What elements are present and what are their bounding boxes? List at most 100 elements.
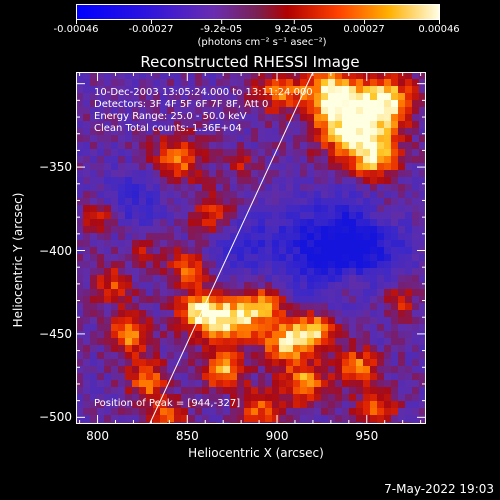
heatmap-cell [216, 156, 224, 164]
heatmap-cell [349, 212, 357, 220]
heatmap-cell [139, 268, 147, 276]
heatmap-cell [174, 352, 182, 360]
heatmap-cell [405, 142, 413, 150]
heatmap-cell [209, 408, 217, 416]
heatmap-cell [132, 352, 140, 360]
heatmap-cell [146, 401, 154, 409]
heatmap-cell [146, 86, 154, 94]
heatmap-cell [272, 93, 280, 101]
heatmap-cell [202, 100, 210, 108]
heatmap-cell [230, 142, 238, 150]
heatmap-cell [181, 233, 189, 241]
heatmap-cell [412, 310, 420, 318]
heatmap-cell [377, 163, 385, 171]
heatmap-cell [209, 156, 217, 164]
heatmap-cell [230, 275, 238, 283]
heatmap-cell [342, 100, 350, 108]
heatmap-cell [419, 401, 426, 409]
heatmap-cell [139, 387, 147, 395]
heatmap-cell [286, 380, 294, 388]
heatmap-cell [349, 331, 357, 339]
heatmap-cell [90, 254, 98, 262]
heatmap-cell [111, 163, 119, 171]
heatmap-cell [314, 107, 322, 115]
heatmap-cell [342, 177, 350, 185]
heatmap-cell [174, 303, 182, 311]
heatmap-cell [321, 282, 329, 290]
heatmap-cell [174, 219, 182, 227]
heatmap-cell [419, 268, 426, 276]
heatmap-cell [293, 212, 301, 220]
heatmap-cell [293, 191, 301, 199]
heatmap-cell [307, 247, 315, 255]
heatmap-cell [398, 205, 406, 213]
heatmap-cell [398, 338, 406, 346]
heatmap-cell [251, 198, 259, 206]
heatmap-cell [132, 212, 140, 220]
heatmap-cell [174, 331, 182, 339]
timestamp: 7-May-2022 19:03 [384, 482, 494, 496]
heatmap-cell [342, 128, 350, 136]
heatmap-cell [412, 93, 420, 101]
heatmap-cell [321, 324, 329, 332]
heatmap-cell [356, 100, 364, 108]
heatmap-cell [307, 303, 315, 311]
heatmap-cell [412, 149, 420, 157]
heatmap-cell [300, 352, 308, 360]
heatmap-cell [405, 93, 413, 101]
heatmap-cell [391, 338, 399, 346]
heatmap-cell [321, 191, 329, 199]
heatmap-cell [363, 93, 371, 101]
heatmap-cell [272, 401, 280, 409]
heatmap-cell [251, 100, 259, 108]
heatmap-cell [279, 331, 287, 339]
heatmap-cell [370, 226, 378, 234]
heatmap-cell [181, 79, 189, 87]
heatmap-cell [363, 303, 371, 311]
heatmap-cell [146, 107, 154, 115]
heatmap-cell [209, 226, 217, 234]
heatmap-cell [195, 359, 203, 367]
heatmap-cell [405, 296, 413, 304]
heatmap-cell [125, 408, 133, 416]
heatmap-cell [391, 359, 399, 367]
heatmap-cell [202, 331, 210, 339]
heatmap-cell [272, 226, 280, 234]
heatmap-cell [160, 219, 168, 227]
heatmap-cell [293, 261, 301, 269]
heatmap-cell [146, 268, 154, 276]
heatmap-cell [391, 394, 399, 402]
heatmap-cell [174, 296, 182, 304]
heatmap-cell [279, 317, 287, 325]
heatmap-cell [356, 352, 364, 360]
colorbar [76, 4, 440, 24]
heatmap-cell [370, 93, 378, 101]
heatmap-cell [405, 289, 413, 297]
heatmap-cell [321, 156, 329, 164]
heatmap-cell [356, 282, 364, 290]
heatmap-cell [356, 219, 364, 227]
heatmap-cell [244, 86, 252, 94]
heatmap-cell [125, 373, 133, 381]
heatmap-cell [342, 121, 350, 129]
heatmap-cell [405, 233, 413, 241]
heatmap-cell [181, 191, 189, 199]
heatmap-cell [76, 303, 84, 311]
heatmap-cell [398, 163, 406, 171]
heatmap-cell [139, 359, 147, 367]
heatmap-cell [174, 338, 182, 346]
heatmap-cell [76, 240, 84, 248]
heatmap-cell [258, 72, 266, 80]
heatmap-cell [139, 296, 147, 304]
heatmap-cell [293, 289, 301, 297]
heatmap-cell [307, 345, 315, 353]
heatmap-cell [223, 100, 231, 108]
heatmap-cell [97, 289, 105, 297]
heatmap-cell [412, 135, 420, 143]
heatmap-cell [251, 114, 259, 122]
heatmap-cell [76, 296, 84, 304]
heatmap-cell [83, 366, 91, 374]
heatmap-cell [146, 408, 154, 416]
heatmap-cell [258, 296, 266, 304]
heatmap-cell [104, 191, 112, 199]
